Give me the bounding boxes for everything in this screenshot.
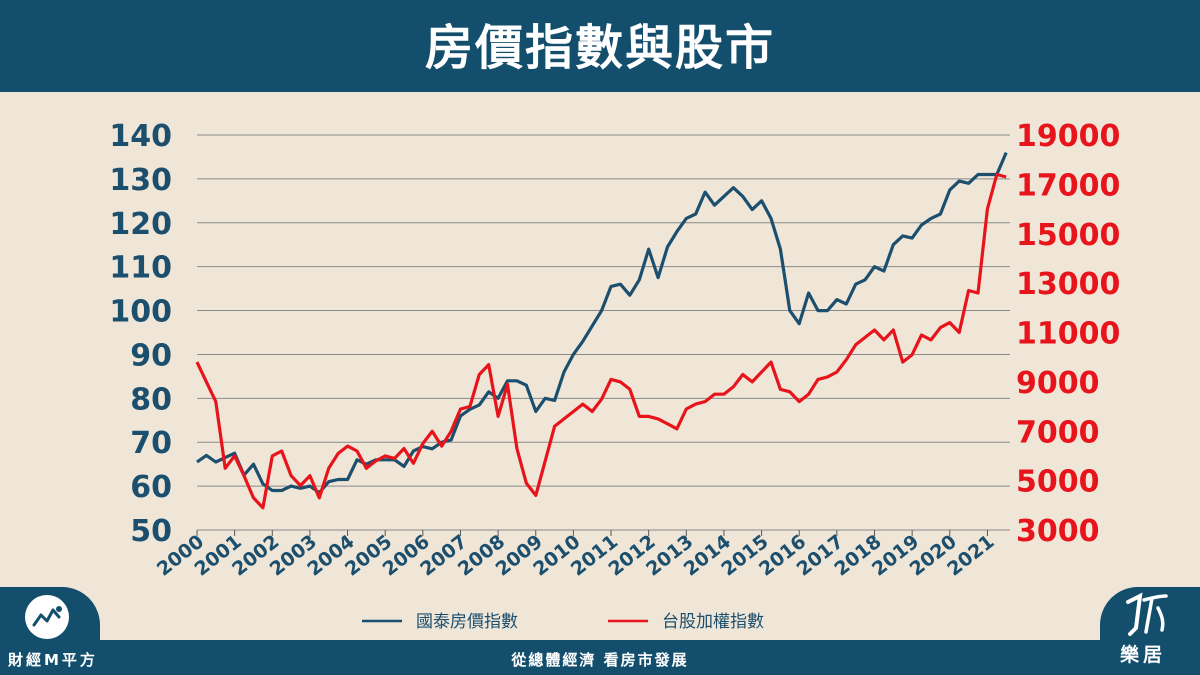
right-tick-label: 3000 [1016, 514, 1100, 549]
series-line-house-index [196, 151, 1008, 495]
leju-logo-icon [1122, 588, 1174, 638]
legend: 國泰房價指數 台股加權指數 [362, 612, 764, 632]
right-tick-label: 7000 [1016, 415, 1100, 450]
page-title: 房價指數與股市 [424, 20, 775, 76]
right-axis-ticks: 19000 17000 15000 13000 11000 9000 7000 5000 300… [1016, 119, 1120, 549]
footer-band [0, 640, 1200, 675]
title-banner [0, 0, 1200, 92]
right-tick-label: 5000 [1016, 465, 1100, 500]
legend-label-stock: 台股加權指數 [662, 612, 764, 632]
left-tick-label: 100 [109, 295, 172, 330]
right-tick-label: 13000 [1016, 267, 1120, 302]
left-tick-label: 120 [109, 207, 172, 242]
right-tick-label: 11000 [1016, 317, 1120, 352]
left-tick-label: 140 [109, 119, 172, 154]
right-tick-label: 15000 [1016, 218, 1120, 253]
left-axis-ticks: 140 130 120 110 100 90 80 70 60 50 [109, 119, 172, 549]
left-tick-label: 70 [130, 426, 172, 461]
left-tick-label: 90 [130, 338, 172, 373]
left-tick-label: 60 [130, 470, 172, 505]
left-tick-label: 130 [109, 163, 172, 198]
left-tick-label: 80 [130, 382, 172, 417]
footer-tagline: 從總體經濟 看房市發展 [511, 651, 689, 669]
legend-label-house: 國泰房價指數 [416, 612, 518, 632]
right-tick-label: 17000 [1016, 168, 1120, 203]
chart: 140 130 120 110 100 90 80 70 60 50 19000 17000 1500… [109, 119, 1120, 632]
x-axis-ticks: 2000200120022003200420052006200720082009… [153, 529, 1010, 581]
mm-logo-icon [25, 595, 69, 639]
footer-right-brand: 樂居 [1120, 644, 1167, 666]
footer-left-brand: 財經M平方 [8, 651, 98, 669]
left-tick-label: 110 [109, 251, 172, 286]
right-tick-label: 19000 [1016, 119, 1120, 154]
series-line-stock-index [195, 172, 1007, 510]
left-tick-label: 50 [130, 514, 172, 549]
right-tick-label: 9000 [1016, 366, 1100, 401]
grid-lines [197, 134, 1010, 531]
